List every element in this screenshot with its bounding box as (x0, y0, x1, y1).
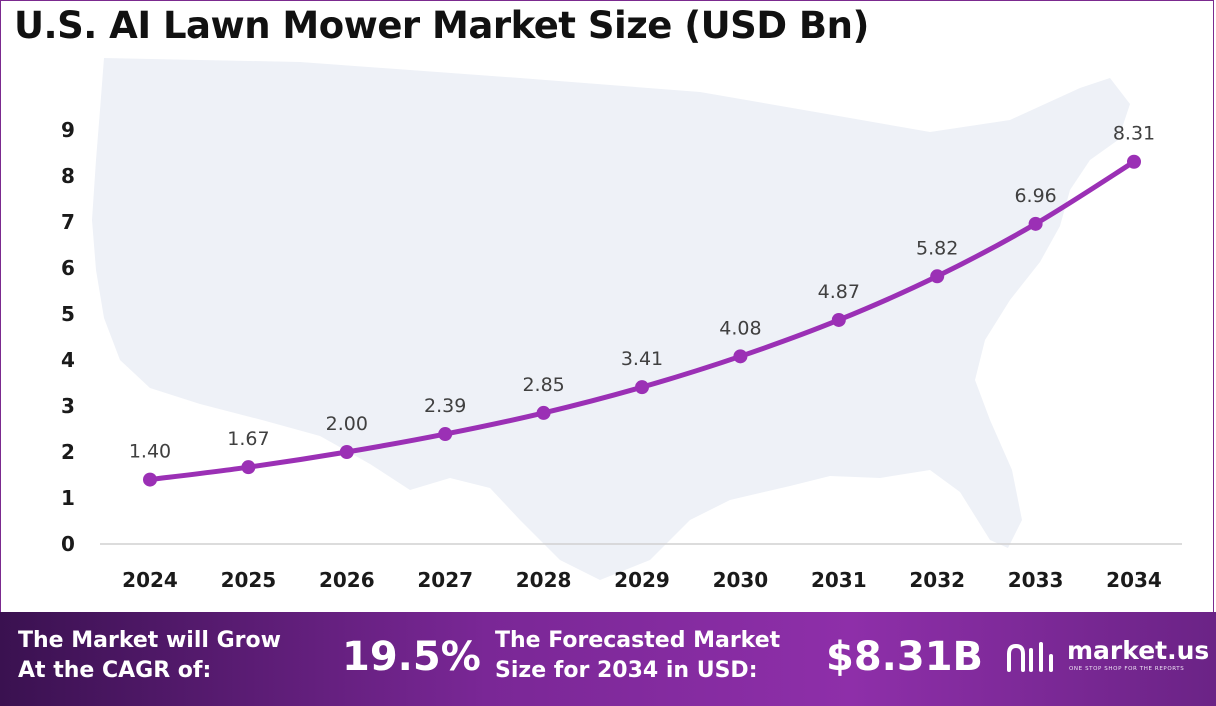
y-tick-label: 9 (61, 118, 75, 142)
data-label: 2.39 (424, 395, 466, 417)
data-point (930, 269, 945, 284)
data-label: 3.41 (621, 348, 663, 370)
x-tick-label: 2034 (1106, 568, 1162, 592)
x-tick-label: 2030 (713, 568, 769, 592)
data-label: 4.08 (719, 317, 761, 339)
x-tick-label: 2031 (811, 568, 867, 592)
cagr-label: The Market will Grow At the CAGR of: (18, 626, 281, 686)
us-map-background (92, 58, 1130, 580)
data-point (536, 405, 551, 420)
y-axis-ticks: 0 1 2 3 4 5 6 7 8 9 (61, 118, 75, 556)
data-point (635, 380, 649, 395)
x-tick-label: 2033 (1008, 568, 1064, 592)
y-tick-label: 5 (61, 302, 75, 326)
x-tick-label: 2024 (122, 568, 178, 592)
data-label: 4.87 (818, 281, 860, 303)
brand-tagline: ONE STOP SHOP FOR THE REPORTS (1069, 666, 1185, 672)
series-points (143, 154, 1141, 487)
cagr-label-line2: At the CAGR of: (18, 658, 212, 683)
x-tick-label: 2027 (417, 568, 473, 592)
data-point (831, 312, 846, 327)
x-tick-label: 2028 (516, 568, 572, 592)
data-point (438, 427, 453, 442)
y-tick-label: 8 (61, 164, 75, 188)
forecast-label-line2: Size for 2034 in USD: (495, 658, 758, 683)
data-point (143, 472, 157, 487)
cagr-label-line1: The Market will Grow (18, 628, 281, 653)
y-tick-label: 4 (61, 348, 75, 372)
forecast-label-line1: The Forecasted Market (495, 628, 781, 653)
data-point (241, 460, 256, 475)
data-label: 1.67 (227, 428, 269, 450)
x-tick-label: 2032 (909, 568, 965, 592)
chart-title: U.S. AI Lawn Mower Market Size (USD Bn) (14, 4, 869, 47)
data-labels: 1.40 1.67 2.00 2.39 2.85 3.41 4.08 4.87 5.82 6.96… (129, 123, 1155, 463)
data-point (339, 445, 354, 459)
forecast-label: The Forecasted Market Size for 2034 in U… (495, 626, 780, 686)
x-tick-label: 2029 (614, 568, 670, 592)
data-label: 2.85 (522, 374, 564, 396)
data-label: 6.96 (1014, 185, 1056, 207)
y-tick-label: 1 (61, 486, 75, 510)
market-us-logo-icon (1007, 642, 1053, 672)
y-tick-label: 0 (61, 532, 75, 556)
y-tick-label: 6 (61, 256, 75, 280)
y-tick-label: 7 (61, 210, 75, 234)
y-tick-label: 2 (61, 440, 75, 464)
data-label: 2.00 (326, 413, 368, 435)
x-axis-ticks: 2024 2025 2026 2027 2028 2029 2030 2031 2032 2033… (122, 568, 1162, 592)
brand-logo: market.us ONE STOP SHOP FOR THE REPORTS (1005, 636, 1210, 686)
footer-banner: The Market will Grow At the CAGR of: 19.… (0, 612, 1216, 706)
y-tick-label: 3 (61, 394, 75, 418)
x-tick-label: 2025 (221, 568, 277, 592)
data-point (1127, 154, 1141, 169)
data-label: 5.82 (916, 237, 958, 259)
data-label: 1.40 (129, 441, 171, 463)
cagr-value: 19.5% (342, 634, 481, 680)
data-label: 8.31 (1113, 123, 1155, 145)
brand-name: market.us (1067, 636, 1210, 665)
x-tick-label: 2026 (319, 568, 375, 592)
forecast-value: $8.31B (826, 634, 984, 680)
data-point (733, 349, 748, 364)
data-point (1028, 216, 1043, 231)
